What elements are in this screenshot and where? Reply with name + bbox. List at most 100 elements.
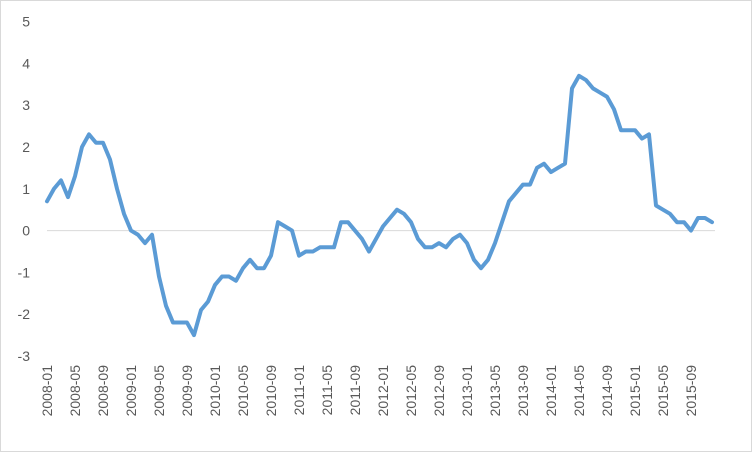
data-point xyxy=(423,245,427,249)
data-point xyxy=(507,199,511,203)
y-tick-label: -3 xyxy=(18,348,31,364)
x-tick-label: 2009-05 xyxy=(151,365,167,417)
data-point xyxy=(626,128,630,132)
data-point xyxy=(59,178,63,182)
data-point xyxy=(605,95,609,99)
data-point xyxy=(178,321,182,325)
data-point xyxy=(304,249,308,253)
data-point xyxy=(122,212,126,216)
x-tick-label: 2009-01 xyxy=(123,365,139,417)
data-point xyxy=(521,183,525,187)
data-point xyxy=(570,86,574,90)
data-point xyxy=(367,249,371,253)
data-point xyxy=(213,283,217,287)
data-point xyxy=(192,333,196,337)
x-tick-label: 2014-05 xyxy=(571,365,587,417)
data-point xyxy=(640,137,644,141)
data-point xyxy=(479,266,483,270)
data-point xyxy=(472,258,476,262)
x-tick-label: 2012-05 xyxy=(403,365,419,417)
data-point xyxy=(171,321,175,325)
data-point xyxy=(199,308,203,312)
data-point xyxy=(290,229,294,233)
data-point xyxy=(612,107,616,111)
data-point xyxy=(276,220,280,224)
data-point xyxy=(150,233,154,237)
data-point xyxy=(143,241,147,245)
data-point xyxy=(297,254,301,258)
data-point xyxy=(73,174,77,178)
data-point xyxy=(451,237,455,241)
x-axis-tick-labels: 2008-01 2008-05 2008-09 2009-01 2009-05 2009-… xyxy=(39,365,699,417)
data-point xyxy=(374,237,378,241)
x-tick-label: 2015-01 xyxy=(627,365,643,417)
x-tick-label: 2012-01 xyxy=(375,365,391,417)
data-point xyxy=(87,132,91,136)
x-tick-label: 2013-09 xyxy=(515,365,531,417)
data-point xyxy=(66,195,70,199)
data-point xyxy=(619,128,623,132)
x-tick-label: 2013-01 xyxy=(459,365,475,417)
series-layer xyxy=(45,73,714,338)
y-tick-label: 4 xyxy=(22,55,30,71)
x-tick-label: 2011-01 xyxy=(291,365,307,416)
data-point xyxy=(514,191,518,195)
data-point xyxy=(682,220,686,224)
data-point xyxy=(549,170,553,174)
data-point xyxy=(689,229,693,233)
x-tick-label: 2010-09 xyxy=(263,365,279,417)
data-point xyxy=(647,132,651,136)
x-tick-label: 2008-09 xyxy=(95,365,111,417)
data-point xyxy=(402,212,406,216)
data-point xyxy=(430,245,434,249)
x-tick-label: 2010-01 xyxy=(207,365,223,417)
data-point xyxy=(591,86,595,90)
data-point xyxy=(339,220,343,224)
data-point xyxy=(283,224,287,228)
data-point xyxy=(542,162,546,166)
data-point xyxy=(528,183,532,187)
data-point xyxy=(129,229,133,233)
data-point xyxy=(227,275,231,279)
data-point xyxy=(101,141,105,145)
data-point xyxy=(661,208,665,212)
data-point xyxy=(675,220,679,224)
x-tick-label: 2008-01 xyxy=(39,365,55,417)
x-tick-label: 2014-09 xyxy=(599,365,615,417)
data-point xyxy=(486,258,490,262)
data-point xyxy=(94,141,98,145)
data-point xyxy=(668,212,672,216)
x-tick-label: 2011-05 xyxy=(319,365,335,416)
data-point xyxy=(360,237,364,241)
x-tick-label: 2014-01 xyxy=(543,365,559,417)
data-point xyxy=(346,220,350,224)
data-point xyxy=(577,74,581,78)
data-point xyxy=(703,216,707,220)
x-tick-label: 2015-05 xyxy=(655,365,671,417)
data-point xyxy=(696,216,700,220)
y-tick-label: 5 xyxy=(22,14,30,30)
data-point xyxy=(80,145,84,149)
data-point xyxy=(584,78,588,82)
data-point xyxy=(164,304,168,308)
data-point xyxy=(416,237,420,241)
data-point xyxy=(248,258,252,262)
data-point xyxy=(206,300,210,304)
x-tick-label: 2011-09 xyxy=(347,365,363,416)
data-point xyxy=(556,166,560,170)
data-point xyxy=(136,233,140,237)
data-point xyxy=(220,275,224,279)
x-tick-label: 2008-05 xyxy=(67,365,83,417)
y-tick-label: -1 xyxy=(18,264,31,280)
data-point xyxy=(395,208,399,212)
y-tick-label: 3 xyxy=(22,97,30,113)
data-point xyxy=(332,245,336,249)
data-point xyxy=(269,254,273,258)
data-point xyxy=(493,241,497,245)
y-tick-label: 0 xyxy=(22,223,30,239)
data-point xyxy=(234,279,238,283)
data-point xyxy=(115,187,119,191)
data-point xyxy=(262,266,266,270)
